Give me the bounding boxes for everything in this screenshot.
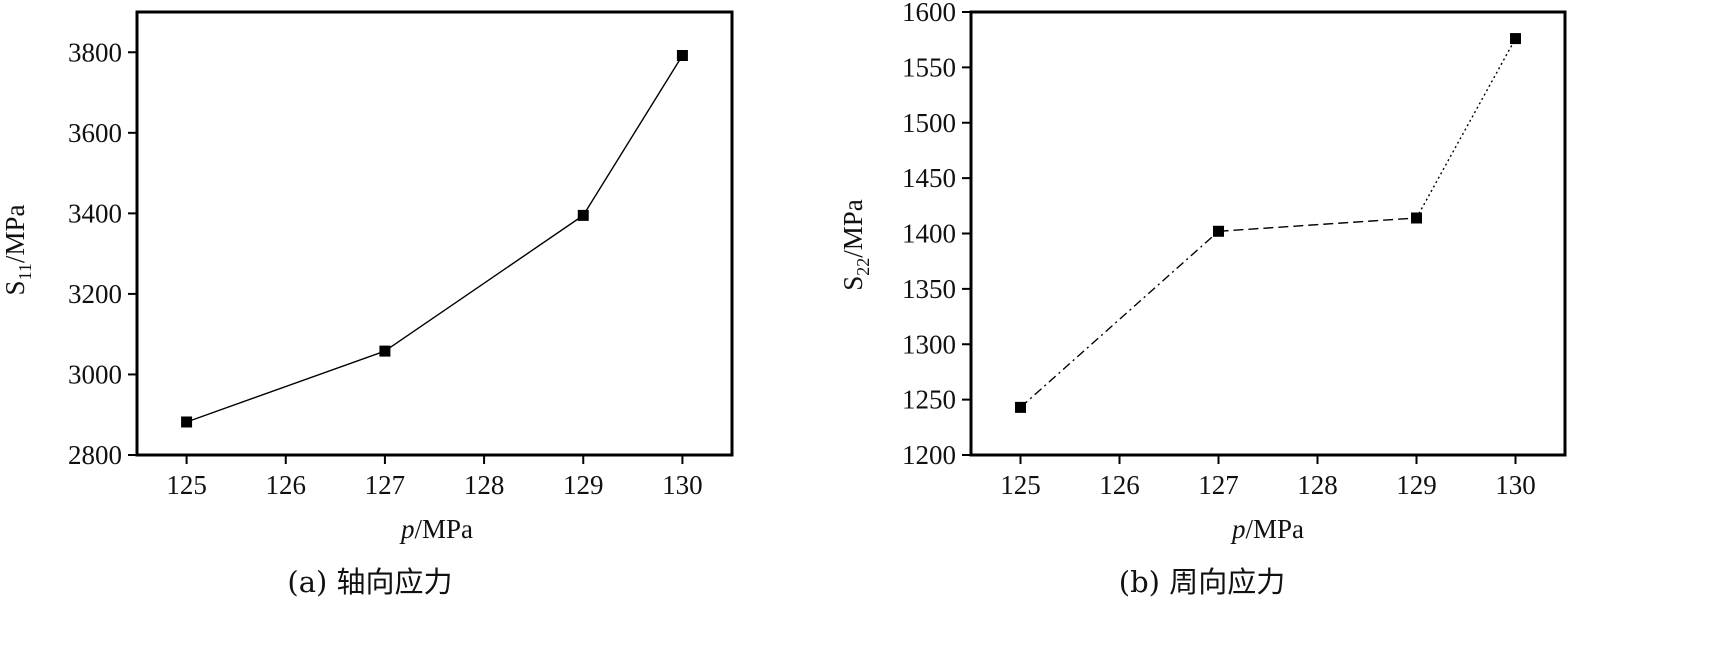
series-line-segment [582, 55, 684, 216]
x-tick-label: 127 [365, 470, 406, 500]
y-tick-label: 1350 [902, 274, 956, 304]
y-axis-label-unit: /MPa [838, 199, 868, 258]
data-point [181, 416, 193, 428]
y-tick-label: 1400 [902, 219, 956, 249]
x-axis-label: p/MPa [399, 514, 473, 544]
y-axis-label-base: S [838, 276, 868, 291]
data-point [1411, 212, 1422, 224]
x-tick-label: 128 [464, 470, 505, 500]
series-line-segment [186, 350, 386, 423]
x-axis-label-unit: /MPa [414, 514, 473, 544]
y-tick-label: 3600 [68, 118, 122, 148]
chart-panel-a: 125 126 127 128 129 130 2800 3000 3200 3400 3600 38… [0, 10, 734, 599]
data-point [1213, 225, 1224, 237]
y-tick-label: 1200 [902, 440, 956, 470]
series-line-segment [384, 214, 584, 352]
y-axis-label-base: S [0, 280, 30, 295]
data-point [1015, 401, 1026, 413]
y-tick-label: 3000 [68, 359, 122, 389]
y-axis-label-unit: /MPa [0, 205, 30, 264]
x-tick-label: 129 [563, 470, 604, 500]
x-tick-label: 125 [1000, 470, 1041, 500]
y-axis-label: S22/MPa [838, 199, 873, 291]
x-tick-label: 127 [1198, 470, 1239, 500]
y-tick-label: 1250 [902, 385, 956, 415]
y-axis-label: S11/MPa [0, 205, 35, 296]
y-axis-label-subscript: 11 [15, 263, 35, 280]
data-point [676, 49, 688, 61]
y-axis-label-subscript: 22 [853, 258, 873, 276]
series-line-segment [1020, 230, 1219, 408]
y-tick-label: 3800 [68, 37, 122, 67]
x-tick-label: 126 [266, 470, 307, 500]
series-line-segment [1415, 38, 1517, 219]
data-point [379, 345, 391, 357]
y-tick-label: 2800 [68, 440, 122, 470]
y-tick-label: 1500 [902, 108, 956, 138]
x-tick-label: 130 [662, 470, 703, 500]
y-tick-label: 1550 [902, 52, 956, 82]
series-line-segment [1218, 217, 1417, 232]
data-point [1510, 33, 1521, 45]
x-tick-label: 125 [166, 470, 207, 500]
x-tick-label: 126 [1099, 470, 1140, 500]
y-tick-label: 3200 [68, 279, 122, 309]
x-axis-label-var: p [399, 514, 415, 544]
x-tick-label: 128 [1297, 470, 1338, 500]
x-tick-label: 129 [1396, 470, 1437, 500]
y-tick-label: 1300 [902, 329, 956, 359]
plot-frame [135, 10, 734, 457]
x-tick-label: 130 [1495, 470, 1536, 500]
plot-frame [969, 10, 1567, 457]
chart-caption: (b) 周向应力 [1119, 565, 1285, 599]
chart-caption: (a) 轴向应力 [287, 565, 452, 599]
x-axis-label: p/MPa [1230, 514, 1304, 544]
chart-panel-b: 125 126 127 128 129 130 1200 1250 1300 1350 1400 14… [838, 0, 1567, 599]
x-axis-label-unit: /MPa [1245, 514, 1304, 544]
y-tick-label: 1450 [902, 163, 956, 193]
x-axis-label-var: p [1230, 514, 1246, 544]
data-point [577, 209, 589, 221]
y-tick-label: 1600 [902, 0, 956, 27]
y-tick-label: 3400 [68, 198, 122, 228]
